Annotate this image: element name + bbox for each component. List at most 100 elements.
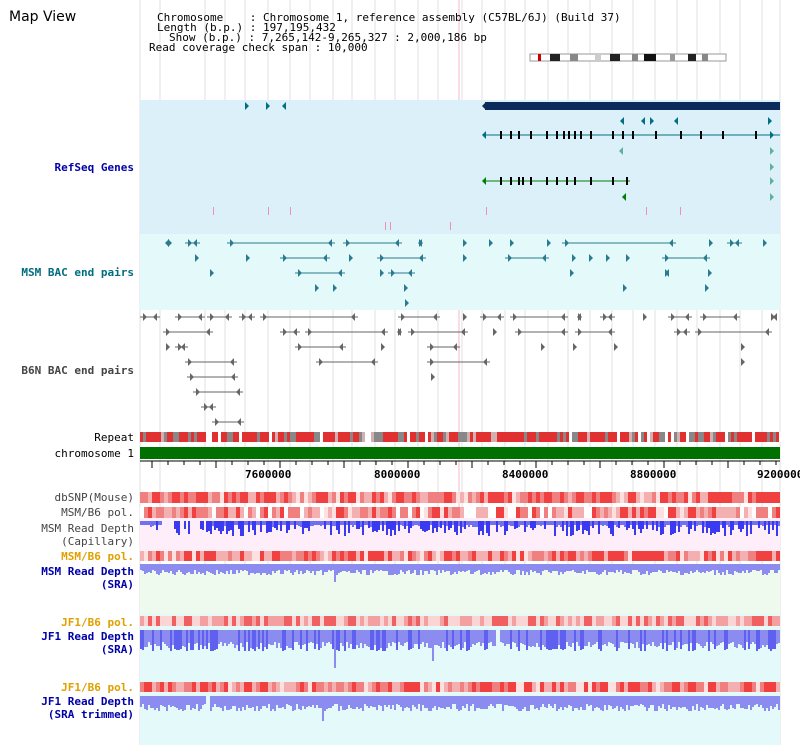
repeat-cell [479, 432, 482, 442]
jf1-pol2-cell [588, 682, 592, 692]
jf1-pol-cell [356, 616, 360, 626]
jf1-pol-cell [276, 616, 280, 626]
jf1-pol2-cell [684, 682, 688, 692]
msm-pol2-cell [500, 551, 504, 561]
jf1-pol2-cell [632, 682, 636, 692]
chromosome-bar[interactable] [140, 447, 780, 459]
refseq-genes-track[interactable] [0, 100, 800, 234]
msm-pol-cell [692, 507, 696, 518]
msm-read-depth-capillary-sublabel: (Capillary) [61, 535, 134, 548]
jf1-depth-bar [644, 630, 646, 651]
jf1-pol2-cell [480, 682, 484, 692]
b6n-bac-track-label[interactable]: B6N BAC end pairs [21, 364, 134, 377]
msm-sra-depth-bar [600, 564, 602, 574]
jf1-pol2-cell [628, 682, 632, 692]
capillary-depth-bar [384, 521, 386, 525]
repeat-cell [743, 432, 746, 442]
jf1-depth-bar [712, 630, 714, 644]
capillary-depth-bar [514, 521, 516, 529]
jf1-pol-cell [304, 616, 308, 626]
exon [612, 177, 614, 185]
msm-sra-depth-bar [626, 564, 628, 573]
msm-sra-depth-bar [622, 564, 624, 574]
jf1-depth-bar [320, 630, 322, 648]
repeat-cell [584, 432, 587, 442]
repeat-cell [227, 432, 230, 442]
gene-arrow [482, 177, 486, 185]
jf1-pol-cell [152, 616, 156, 626]
dbsnp-cell [460, 492, 464, 503]
dbsnp-cell [356, 492, 360, 503]
msm-sra-depth-bar [502, 564, 504, 572]
msm-sra-depth-bar [504, 564, 506, 570]
b6n-bac-end-pairs-track[interactable] [0, 310, 800, 430]
dbsnp-cell [516, 492, 520, 503]
repeat-cell [737, 432, 740, 442]
dbsnp-cell [184, 492, 188, 503]
chromosome-ideogram[interactable] [529, 52, 730, 64]
capillary-depth-bar [442, 521, 444, 525]
jf1-pol2-cell [564, 682, 568, 692]
repeat-cell [188, 432, 191, 442]
jf1-depth-bar [306, 630, 308, 651]
dbsnp-cell [208, 492, 212, 503]
dbsnp-cell [396, 492, 400, 503]
jf1-trimmed-depth-bar [234, 696, 236, 706]
jf1-depth-bar [200, 630, 202, 645]
jf1-trimmed-depth-bar [542, 696, 544, 704]
msm-bac-end-pairs-track[interactable] [0, 234, 800, 310]
repeat-cell [659, 432, 662, 442]
msm-pol2-cell [688, 551, 692, 561]
jf1-trimmed-depth-bar [492, 696, 494, 706]
bac-end-arrow [565, 239, 569, 247]
msm-pol-cell [440, 507, 444, 518]
capillary-depth-bar [374, 521, 376, 531]
capillary-depth-bar [310, 521, 312, 526]
msm-pol-cell [252, 507, 256, 518]
msm-pol2-cell [296, 551, 300, 561]
jf1-trimmed-depth-bar [408, 696, 410, 708]
jf1-pol2-cell [696, 682, 700, 692]
dbsnp-cell [144, 492, 148, 503]
jf1-trimmed-depth-bar [476, 696, 478, 708]
capillary-depth-bar [452, 521, 454, 525]
jf1-pol2-cell [600, 682, 604, 692]
jf1-trimmed-depth-bar [710, 696, 712, 708]
msm-sra-depth-bar [152, 564, 154, 570]
snp-tick [486, 207, 487, 215]
bac-end-arrow [236, 388, 240, 396]
msm-sra-depth-bar [620, 564, 622, 570]
jf1-depth-bar [776, 630, 778, 644]
msm-pol-cell [172, 507, 176, 518]
repeat-cell [155, 432, 158, 442]
jf1-pol2-cell [640, 682, 644, 692]
jf1-trimmed-depth-bar [426, 696, 428, 708]
msm-sra-depth-bar [612, 564, 614, 572]
msm-pol2-cell [212, 551, 216, 561]
jf1-trimmed-depth-bar [404, 696, 406, 708]
jf1-pol2-cell [740, 682, 744, 692]
dbsnp-cell [288, 492, 292, 503]
capillary-depth-bar [532, 521, 534, 530]
gene-arrow [619, 147, 623, 155]
dbsnp-cell [708, 492, 712, 503]
repeat-track[interactable] [140, 432, 782, 442]
msm-sra-depth-bar [698, 564, 700, 572]
msm-pol2-cell [376, 551, 380, 561]
jf1-trimmed-depth-bar [720, 696, 722, 706]
msm-bac-track-label[interactable]: MSM BAC end pairs [21, 266, 134, 279]
repeat-cell [371, 432, 374, 442]
capillary-depth-bar [738, 521, 740, 529]
msm-sra-depth-bar [188, 564, 190, 572]
polymorphism-and-depth-tracks[interactable] [0, 485, 800, 745]
jf1-trimmed-depth-bar [744, 696, 746, 709]
jf1-trimmed-depth-bar [698, 696, 700, 711]
jf1-trimmed-depth-bar [362, 696, 364, 711]
refseq-track-label[interactable]: RefSeq Genes [54, 161, 134, 174]
dbsnp-cell [464, 492, 468, 503]
msm-pol2-cell [504, 551, 508, 561]
repeat-cell [578, 432, 581, 442]
jf1-depth-bar [640, 630, 642, 651]
jf1-pol-cell [744, 616, 748, 626]
